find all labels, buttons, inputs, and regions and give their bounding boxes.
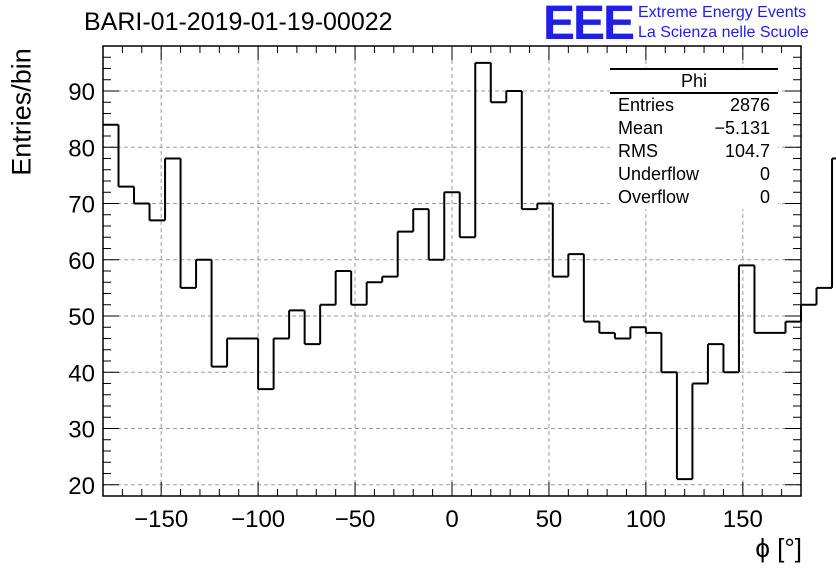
stats-label: Mean <box>618 118 664 138</box>
stats-title: Phi <box>610 68 778 94</box>
stats-row-rms: RMS 104.7 <box>610 140 778 163</box>
y-tick-label: 90 <box>68 79 95 106</box>
y-tick-label: 70 <box>68 192 95 219</box>
y-tick-label: 80 <box>68 135 95 162</box>
x-tick-label: −100 <box>231 506 285 533</box>
x-tick-label: 150 <box>723 506 763 533</box>
stats-label: RMS <box>618 141 658 161</box>
stats-row-mean: Mean −5.131 <box>610 117 778 140</box>
x-tick-label: −50 <box>335 506 376 533</box>
stats-label: Underflow <box>618 164 700 184</box>
logo-caption: Extreme Energy Events La Scienza nelle S… <box>638 3 809 43</box>
stats-value: −5.131 <box>714 118 770 138</box>
stats-label: Overflow <box>618 187 690 207</box>
y-axis-label: Entries/bin <box>6 48 37 176</box>
x-tick-label: 100 <box>626 506 666 533</box>
x-tick-label: 0 <box>445 506 458 533</box>
stats-box: Phi Entries 2876 Mean −5.131 RMS 104.7 U… <box>610 68 778 209</box>
x-tick-label: −150 <box>134 506 188 533</box>
eee-logo: EEE <box>543 0 635 50</box>
stats-row-overflow: Overflow 0 <box>610 186 778 209</box>
y-tick-label: 60 <box>68 248 95 275</box>
stats-row-underflow: Underflow 0 <box>610 163 778 186</box>
stats-value: 0 <box>759 164 770 184</box>
y-tick-label: 20 <box>68 473 95 500</box>
x-tick-label: 50 <box>536 506 563 533</box>
y-tick-label: 40 <box>68 360 95 387</box>
stats-value: 0 <box>759 187 770 207</box>
stats-value: 2876 <box>729 95 770 115</box>
y-tick-label: 30 <box>68 417 95 444</box>
stats-row-entries: Entries 2876 <box>610 94 778 117</box>
logo-caption-line1: Extreme Energy Events <box>638 4 807 21</box>
plot-frame <box>102 45 802 497</box>
stats-label: Entries <box>618 95 675 115</box>
stats-value: 104.7 <box>724 141 770 161</box>
chart-title: BARI-01-2019-01-19-00022 <box>84 8 393 36</box>
logo-caption-line2: La Scienza nelle Scuole <box>638 24 809 41</box>
x-axis-label: ϕ [°] <box>755 533 802 563</box>
y-tick-label: 50 <box>68 304 95 331</box>
